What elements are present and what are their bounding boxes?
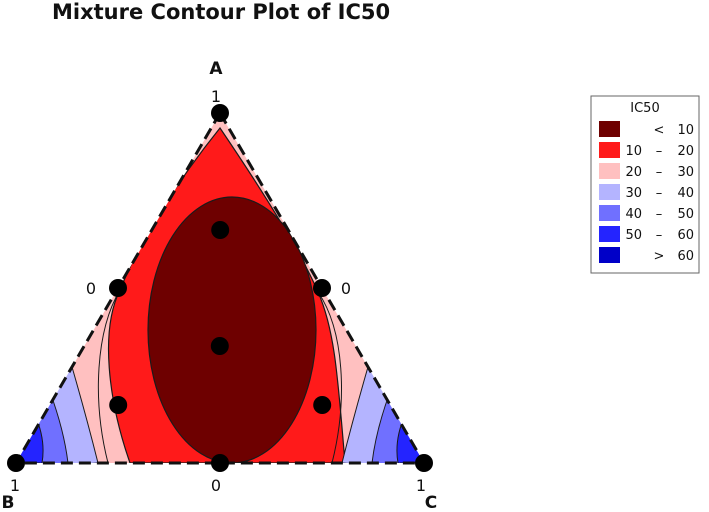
legend-swatch: [599, 184, 620, 200]
legend-op: >: [654, 249, 665, 264]
legend-swatch: [599, 247, 620, 263]
zero-tick-a: 0: [211, 476, 221, 495]
legend-swatch: [599, 121, 620, 137]
legend-op: –: [656, 144, 663, 159]
design-point: [211, 104, 229, 122]
legend-swatch: [599, 142, 620, 158]
contour-band-lt-10: [147, 196, 317, 463]
zero-tick-c: 0: [86, 279, 96, 298]
legend-swatch: [599, 205, 620, 221]
legend-low: 50: [625, 228, 642, 243]
apex-tick-c: 1: [416, 476, 426, 495]
contour-line: [317, 291, 342, 463]
legend-low: 40: [625, 207, 642, 222]
design-point: [210, 337, 229, 355]
legend-low: 30: [625, 186, 642, 201]
legend-op: –: [656, 207, 663, 222]
legend-high: 60: [677, 228, 694, 243]
design-point: [415, 454, 433, 472]
zero-tick-b: 0: [341, 279, 351, 298]
legend-low: 20: [625, 165, 642, 180]
legend-swatch: [599, 163, 620, 179]
contour-line: [97, 289, 121, 463]
legend-high: 60: [677, 249, 694, 264]
legend-op: –: [656, 165, 663, 180]
chart-title: Mixture Contour Plot of IC50: [52, 0, 391, 24]
design-point: [109, 279, 127, 297]
vertex-label-b: B: [2, 493, 15, 512]
design-points: [7, 104, 433, 472]
legend-op: <: [654, 123, 665, 138]
design-point: [7, 454, 25, 472]
vertex-label-c: C: [425, 493, 437, 512]
contour-regions: [16, 113, 424, 463]
design-point: [313, 279, 331, 297]
apex-tick-a: 1: [211, 87, 221, 106]
design-point: [109, 396, 128, 414]
design-point: [211, 221, 230, 239]
vertex-label-a: A: [209, 59, 223, 79]
legend-op: –: [656, 186, 663, 201]
legend-high: 20: [677, 144, 694, 159]
design-point: [313, 396, 332, 414]
legend-high: 30: [677, 165, 694, 180]
legend-op: –: [656, 228, 663, 243]
design-point: [211, 454, 229, 472]
legend-high: 50: [677, 207, 694, 222]
legend-high: 10: [677, 123, 694, 138]
legend-swatch: [599, 226, 620, 242]
legend-high: 40: [677, 186, 694, 201]
legend-low: 10: [625, 144, 642, 159]
legend-title: IC50: [630, 101, 659, 116]
apex-tick-b: 1: [10, 476, 20, 495]
